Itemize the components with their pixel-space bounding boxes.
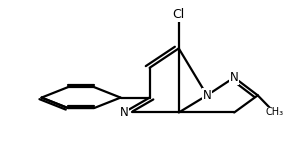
Text: N: N bbox=[230, 71, 239, 84]
Text: N: N bbox=[203, 89, 211, 102]
Text: Cl: Cl bbox=[173, 8, 185, 21]
Text: CH₃: CH₃ bbox=[265, 107, 283, 118]
Text: N: N bbox=[120, 106, 128, 119]
